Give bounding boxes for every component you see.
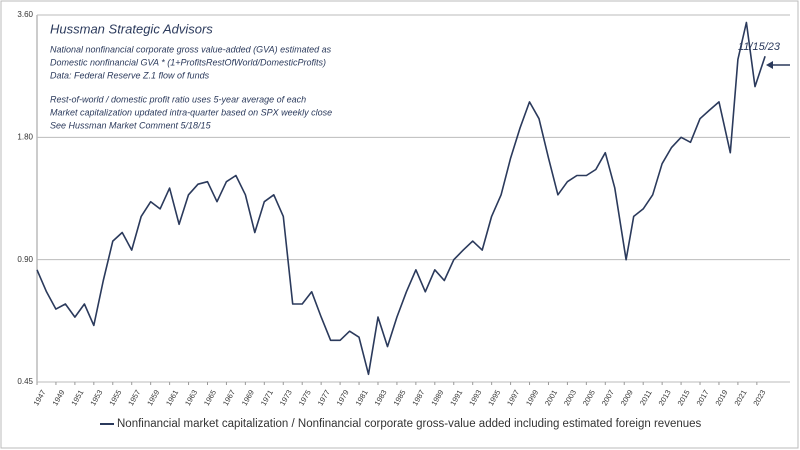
date-label: 11/15/23 [738,41,781,53]
y-tick-label: 1.80 [17,132,33,141]
note: See Hussman Market Comment 5/18/15 [50,120,212,130]
y-tick-label: 0.45 [17,377,33,386]
y-tick-label: 3.60 [17,10,33,19]
note: Rest-of-world / domestic profit ratio us… [50,94,306,104]
chart-title: Hussman Strategic Advisors [50,21,213,36]
arrow-head [766,61,773,69]
note: National nonfinancial corporate gross va… [50,44,332,54]
note: Data: Federal Reserve Z.1 flow of funds [50,70,210,80]
y-tick-label: 0.90 [17,255,33,264]
note: Domestic nonfinancial GVA * (1+ProfitsRe… [50,57,326,67]
series-line [36,21,766,376]
note: Market capitalization updated intra-quar… [50,107,332,117]
legend-label: Nonfinancial market capitalization / Non… [117,418,702,430]
